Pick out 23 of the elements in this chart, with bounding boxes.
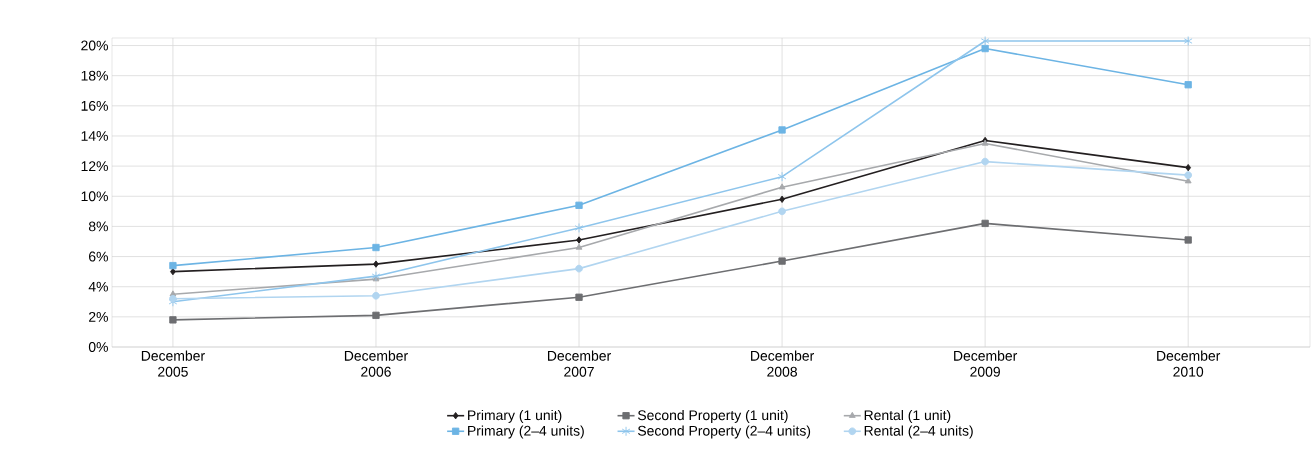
- y-tick-label: 12%: [81, 161, 108, 172]
- y-tick-label: 20%: [81, 40, 108, 51]
- y-tick-label: 2%: [89, 311, 108, 322]
- y-tick-label: 16%: [81, 100, 108, 111]
- y-tick-label: 10%: [81, 191, 108, 202]
- y-tick-label: 4%: [88, 281, 108, 292]
- y-tick-label: 0%: [88, 342, 108, 352]
- x-tick-label: December 2008: [751, 350, 815, 377]
- y-tick-label: 8%: [88, 221, 108, 232]
- legend-label: Second Property (2–4 units): [637, 425, 811, 439]
- legend-label: Rental (1 unit): [864, 409, 951, 423]
- legend-label: Primary (2–4 units): [468, 425, 584, 439]
- y-tick-label: 6%: [89, 251, 108, 262]
- x-tick-label: December 2007: [547, 350, 611, 377]
- legend-label: Rental (2–4 units): [864, 425, 973, 439]
- x-tick-label: December 2006: [344, 350, 408, 377]
- legend-label: Second Property (1 unit): [637, 409, 788, 423]
- legend-label: Primary (1 unit): [468, 409, 562, 423]
- y-tick-label: 18%: [81, 70, 108, 81]
- x-tick-label: December 2010: [1157, 350, 1221, 377]
- x-tick-label: December 2009: [954, 350, 1018, 377]
- x-tick-label: December 2005: [141, 350, 205, 377]
- y-tick-label: 14%: [81, 131, 108, 141]
